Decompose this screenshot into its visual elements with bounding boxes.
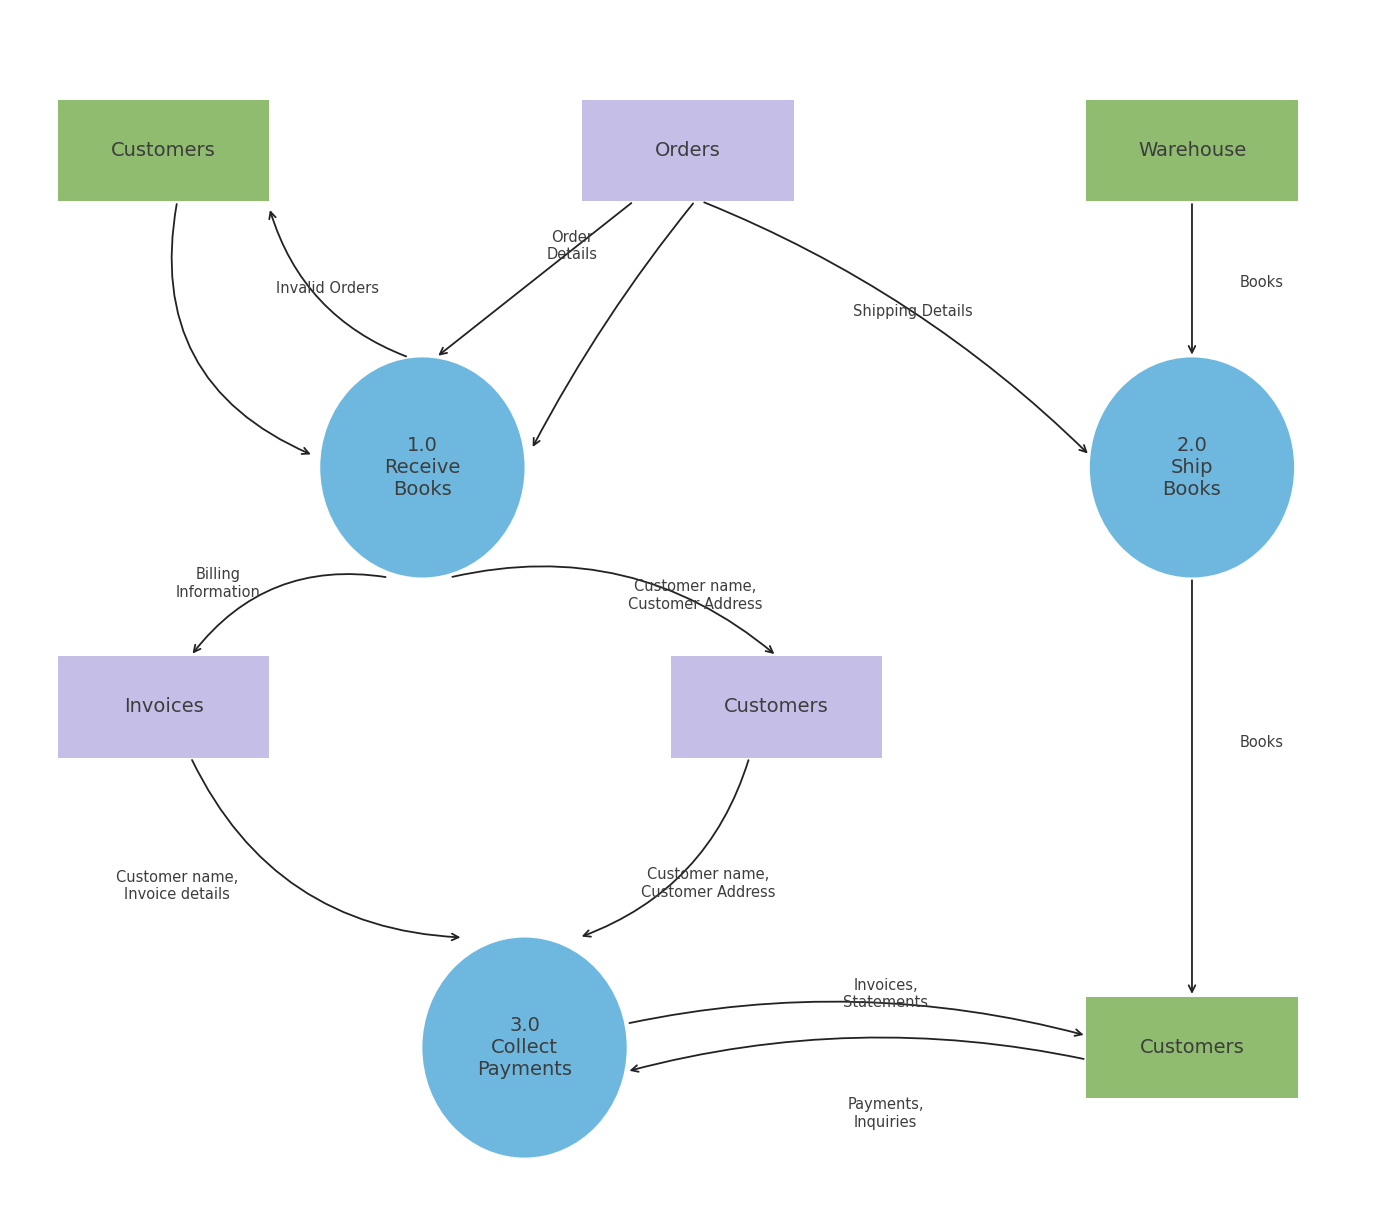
Text: 2.0
Ship
Books: 2.0 Ship Books bbox=[1163, 436, 1222, 499]
Text: 3.0
Collect
Payments: 3.0 Collect Payments bbox=[477, 1016, 572, 1079]
FancyBboxPatch shape bbox=[1087, 99, 1298, 201]
FancyBboxPatch shape bbox=[58, 656, 270, 757]
Text: Billing
Information: Billing Information bbox=[176, 567, 260, 600]
Text: Invalid Orders: Invalid Orders bbox=[275, 281, 378, 295]
Ellipse shape bbox=[321, 357, 524, 577]
FancyBboxPatch shape bbox=[1087, 997, 1298, 1099]
FancyBboxPatch shape bbox=[671, 656, 882, 757]
FancyBboxPatch shape bbox=[582, 99, 794, 201]
Text: Customer name,
Customer Address: Customer name, Customer Address bbox=[627, 580, 762, 611]
FancyBboxPatch shape bbox=[58, 99, 270, 201]
Text: Customers: Customers bbox=[1139, 1038, 1244, 1058]
Text: Order
Details: Order Details bbox=[546, 230, 597, 263]
Text: Invoices: Invoices bbox=[124, 697, 204, 716]
Text: Books: Books bbox=[1240, 734, 1284, 750]
Text: Warehouse: Warehouse bbox=[1138, 142, 1247, 160]
Text: Orders: Orders bbox=[655, 142, 721, 160]
Text: Shipping Details: Shipping Details bbox=[853, 305, 973, 319]
Ellipse shape bbox=[422, 938, 626, 1158]
Text: Customers: Customers bbox=[111, 142, 216, 160]
Text: Books: Books bbox=[1240, 275, 1284, 289]
Text: Customer name,
Invoice details: Customer name, Invoice details bbox=[116, 870, 238, 903]
Text: Payments,
Inquiries: Payments, Inquiries bbox=[848, 1097, 923, 1130]
Text: Customers: Customers bbox=[724, 697, 828, 716]
Text: Customer name,
Customer Address: Customer name, Customer Address bbox=[641, 868, 776, 900]
Ellipse shape bbox=[1090, 357, 1295, 577]
Text: Invoices,
Statements: Invoices, Statements bbox=[843, 978, 927, 1010]
Text: 1.0
Receive
Books: 1.0 Receive Books bbox=[384, 436, 461, 499]
